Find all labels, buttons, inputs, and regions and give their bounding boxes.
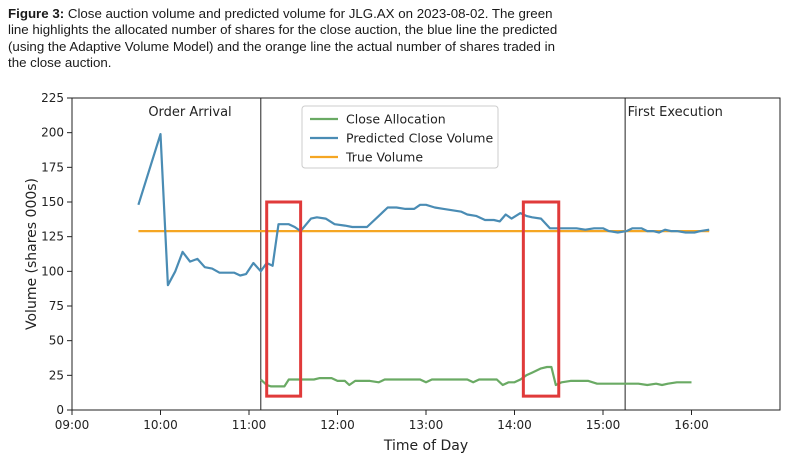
y-tick-label: 225 bbox=[41, 91, 64, 105]
highlight-box bbox=[521, 200, 561, 398]
legend-label-close-allocation: Close Allocation bbox=[346, 112, 446, 127]
y-axis-label: Volume (shares 000s) bbox=[24, 178, 40, 330]
annotations: Order Arrival First Execution bbox=[148, 105, 723, 120]
caption-text: Close auction volume and predicted volum… bbox=[8, 6, 558, 70]
y-tick-label: 200 bbox=[41, 126, 64, 140]
y-tick-label: 75 bbox=[49, 299, 64, 313]
y-tick-label: 25 bbox=[49, 368, 64, 382]
caption-label: Figure 3: bbox=[8, 6, 65, 21]
x-axis-label: Time of Day bbox=[383, 438, 468, 454]
annotation-order-arrival: Order Arrival bbox=[148, 105, 231, 120]
x-tick-label: 11:00 bbox=[232, 418, 267, 432]
legend-label-true-volume: True Volume bbox=[345, 150, 423, 165]
y-tick-label: 50 bbox=[49, 334, 64, 348]
y-tick-label: 125 bbox=[41, 230, 64, 244]
x-tick-label: 13:00 bbox=[409, 418, 444, 432]
y-tick-label: 150 bbox=[41, 195, 64, 209]
series-line-close-allocation bbox=[260, 365, 692, 388]
axes: 0 25 50 75 100 125 150 175 200 225 09:00 10:00 11:00… bbox=[41, 91, 781, 432]
highlight-boxes bbox=[265, 200, 561, 398]
series-lines bbox=[137, 133, 710, 388]
legend: Close Allocation Predicted Close Volume … bbox=[301, 105, 499, 169]
highlight-box bbox=[265, 200, 303, 398]
figure-caption: Figure 3: Close auction volume and predi… bbox=[8, 6, 568, 71]
y-tick-label: 0 bbox=[56, 403, 64, 417]
y-tick-label: 100 bbox=[41, 264, 64, 278]
annotation-first-execution: First Execution bbox=[628, 105, 723, 120]
legend-label-predicted-close-volume: Predicted Close Volume bbox=[346, 131, 493, 146]
legend-box bbox=[301, 105, 499, 169]
x-tick-label: 10:00 bbox=[143, 418, 178, 432]
x-tick-label: 14:00 bbox=[497, 418, 532, 432]
x-tick-label: 15:00 bbox=[586, 418, 621, 432]
x-tick-label: 16:00 bbox=[674, 418, 709, 432]
series-line-predicted-close-volume bbox=[137, 133, 710, 287]
y-tick-label: 175 bbox=[41, 160, 64, 174]
x-tick-label: 12:00 bbox=[320, 418, 355, 432]
x-tick-label: 09:00 bbox=[55, 418, 90, 432]
